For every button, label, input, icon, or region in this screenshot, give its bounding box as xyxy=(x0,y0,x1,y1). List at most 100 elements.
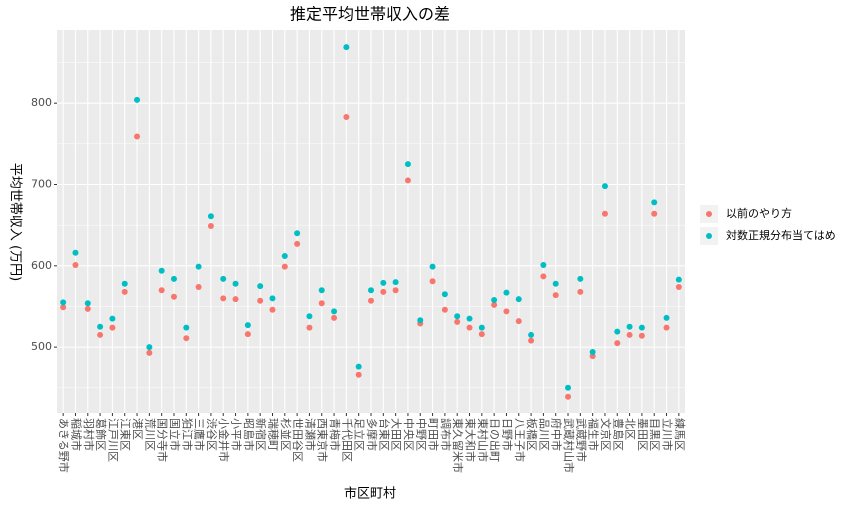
x-tick-label: 葛飾区 xyxy=(94,418,107,451)
point xyxy=(368,287,374,294)
point xyxy=(565,384,572,391)
point xyxy=(404,177,411,184)
point xyxy=(220,295,227,302)
point xyxy=(515,318,522,325)
x-tick-label: 東大和市 xyxy=(464,418,478,462)
point xyxy=(601,210,608,217)
legend-label: 以前のやり方 xyxy=(726,206,792,220)
x-tick-label: 羽村市 xyxy=(82,418,96,451)
point xyxy=(281,263,288,270)
point xyxy=(380,288,387,295)
legend-label: 対数正規分布当てはめ xyxy=(726,228,836,242)
point xyxy=(552,292,559,299)
x-tick-label: 稲城市 xyxy=(69,418,83,451)
point xyxy=(675,283,682,290)
point xyxy=(614,328,621,335)
x-tick-label: 昭島市 xyxy=(242,418,256,451)
x-tick-label: 八王子市 xyxy=(513,418,527,462)
x-tick-label: 新宿区 xyxy=(254,418,268,451)
x-tick-label: 瑞穂町 xyxy=(266,418,280,451)
point xyxy=(601,183,608,190)
point xyxy=(294,230,301,237)
point xyxy=(195,263,202,270)
point xyxy=(306,313,313,320)
point xyxy=(97,331,104,338)
x-tick-label: 目黒区 xyxy=(648,418,661,451)
point xyxy=(84,305,91,312)
point xyxy=(269,306,276,313)
x-tick-label: 江戸川区 xyxy=(106,418,119,462)
x-tick-label: 小金井市 xyxy=(217,418,231,462)
y-tick-label: 500 xyxy=(31,340,52,353)
x-tick-label: 世田谷区 xyxy=(291,418,304,462)
point xyxy=(84,300,91,307)
point xyxy=(306,324,313,331)
point xyxy=(72,249,79,256)
point xyxy=(244,331,251,338)
x-tick-label: 練馬区 xyxy=(673,418,687,451)
point xyxy=(355,371,362,378)
x-tick-label: 三鷹市 xyxy=(193,418,207,451)
x-tick-label: 青梅市 xyxy=(328,418,342,451)
x-tick-label: 多摩市 xyxy=(365,418,379,451)
point xyxy=(183,335,190,342)
point xyxy=(392,279,399,286)
point xyxy=(491,296,498,303)
x-tick-label: 国分寺市 xyxy=(156,418,170,462)
point xyxy=(146,349,153,356)
x-tick-label: 板橋区 xyxy=(525,418,539,451)
point xyxy=(478,324,485,331)
point xyxy=(626,323,633,330)
point xyxy=(651,210,658,217)
x-tick-label: 荒川区 xyxy=(143,418,156,451)
point xyxy=(638,332,645,339)
point xyxy=(392,287,399,294)
chart-title: 推定平均世帯収入の差 xyxy=(290,5,450,24)
point xyxy=(441,291,448,298)
point xyxy=(294,240,301,247)
x-tick-label: 日の出町 xyxy=(488,418,502,462)
x-tick-label: 清瀬市 xyxy=(303,418,317,451)
point xyxy=(109,324,116,331)
legend-marker xyxy=(706,233,712,239)
y-tick-label: 700 xyxy=(31,178,52,191)
y-tick-label: 800 xyxy=(31,96,52,109)
point xyxy=(232,296,239,303)
point xyxy=(195,283,202,290)
point xyxy=(60,304,67,311)
point xyxy=(528,331,535,338)
point xyxy=(97,323,104,330)
point xyxy=(257,283,264,290)
point xyxy=(380,279,387,286)
point xyxy=(404,161,411,168)
x-tick-label: あきる野市 xyxy=(57,418,71,473)
x-tick-label: 西東京市 xyxy=(316,418,330,462)
point xyxy=(207,222,214,229)
point xyxy=(614,340,621,347)
point xyxy=(232,280,239,287)
x-tick-label: 日野市 xyxy=(500,418,514,451)
point xyxy=(491,301,498,308)
x-tick-label: 江東区 xyxy=(119,418,132,451)
point xyxy=(170,275,177,282)
point xyxy=(429,278,436,285)
point xyxy=(540,262,547,269)
x-tick-label: 品川区 xyxy=(537,418,550,451)
x-tick-label: 杉並区 xyxy=(279,418,293,451)
point xyxy=(355,363,362,370)
point xyxy=(503,308,510,315)
point xyxy=(134,133,141,140)
point xyxy=(478,331,485,338)
point xyxy=(552,280,559,287)
x-tick-label: 小平市 xyxy=(230,418,244,451)
point xyxy=(109,315,116,322)
point xyxy=(663,324,670,331)
point xyxy=(454,313,461,320)
x-tick-label: 町田市 xyxy=(427,418,441,451)
y-axis-title: 平均世帯収入 (万円) xyxy=(8,163,23,281)
point xyxy=(589,349,596,356)
point xyxy=(60,299,67,306)
point xyxy=(515,296,522,303)
point xyxy=(318,287,325,294)
